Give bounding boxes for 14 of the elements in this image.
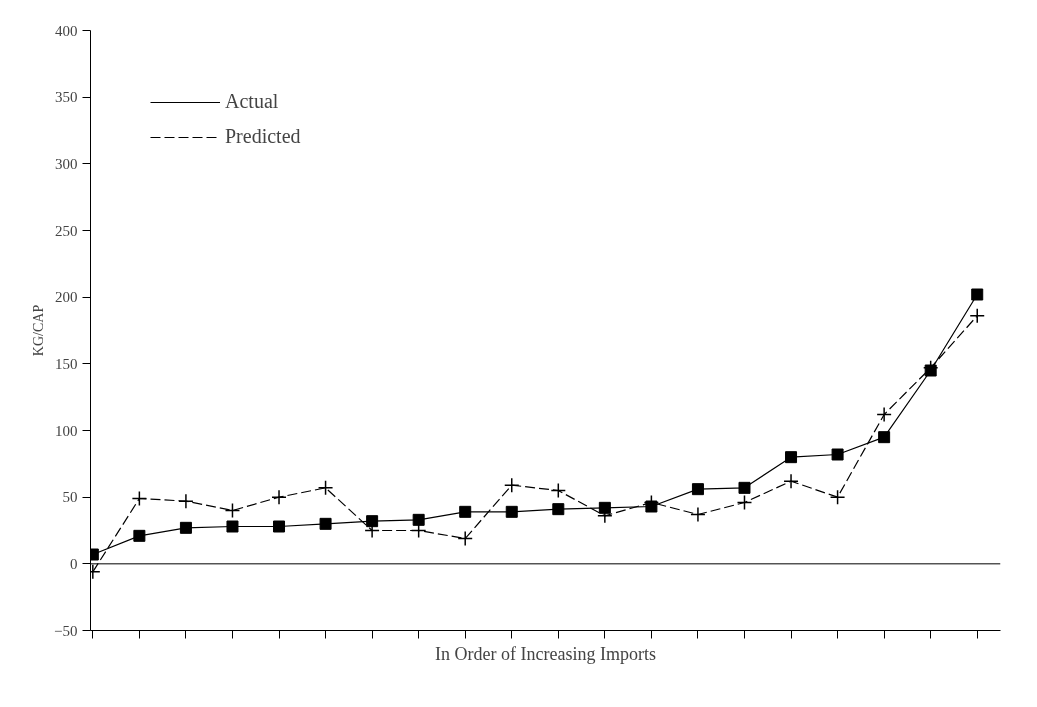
y-tick-label: 250 <box>55 222 78 239</box>
y-tick-label: 100 <box>55 422 78 439</box>
x-axis-title: In Order of Increasing Imports <box>435 643 656 664</box>
y-tick-label: 150 <box>55 355 78 372</box>
y-tick-label: 400 <box>55 22 78 39</box>
legend-label: Predicted <box>225 125 301 148</box>
y-tick-label: 300 <box>55 155 78 172</box>
y-tick-label: 200 <box>55 289 78 306</box>
y-axis-title: KG/CAP <box>31 304 47 357</box>
y-tick-label: 0 <box>70 555 78 572</box>
y-tick-label: 50 <box>62 489 78 506</box>
legend-label: Actual <box>225 90 279 113</box>
y-tick-label: −50 <box>54 622 78 639</box>
y-tick-label: 350 <box>55 89 78 106</box>
